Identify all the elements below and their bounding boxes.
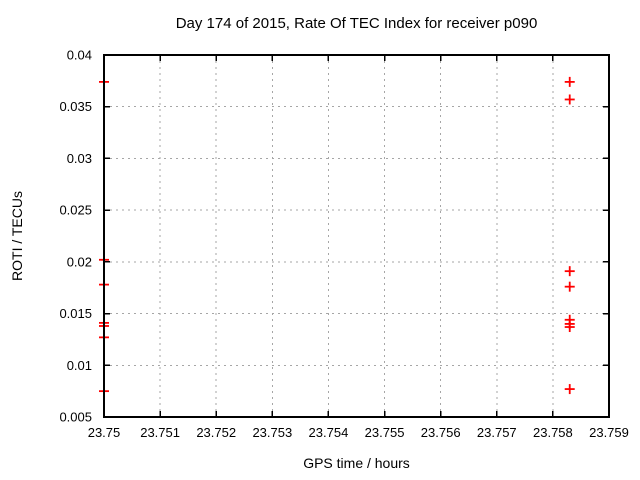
data-point-marker xyxy=(564,322,575,333)
y-tick-label: 0.015 xyxy=(59,306,92,321)
y-tick-label: 0.025 xyxy=(59,203,92,218)
axes-and-ticks xyxy=(103,54,610,418)
data-point-marker xyxy=(564,281,575,292)
x-tick-label: 23.75 xyxy=(88,425,121,440)
data-point-marker xyxy=(564,266,575,277)
y-tick-label: 0.035 xyxy=(59,99,92,114)
data-point-marker xyxy=(564,76,575,87)
y-tick-label: 0.04 xyxy=(67,48,92,63)
data-points xyxy=(99,76,575,397)
data-point-marker xyxy=(564,384,575,395)
x-tick-label: 23.751 xyxy=(140,425,180,440)
y-tick-label: 0.01 xyxy=(67,358,92,373)
plot-border xyxy=(103,54,610,418)
y-tick-label: 0.005 xyxy=(59,410,92,425)
x-tick-label: 23.758 xyxy=(533,425,573,440)
x-tick-label: 23.754 xyxy=(309,425,349,440)
x-tick-label: 23.759 xyxy=(589,425,629,440)
chart-title: Day 174 of 2015, Rate Of TEC Index for r… xyxy=(175,15,538,32)
x-tick-label: 23.756 xyxy=(421,425,461,440)
data-point-marker xyxy=(564,94,575,105)
x-tick-label: 23.753 xyxy=(252,425,292,440)
y-tick-label: 0.03 xyxy=(67,151,92,166)
x-tick-label: 23.755 xyxy=(365,425,405,440)
y-tick-label: 0.02 xyxy=(67,254,92,269)
x-tick-label: 23.757 xyxy=(477,425,517,440)
x-tick-label: 23.752 xyxy=(196,425,236,440)
x-axis-label: GPS time / hours xyxy=(303,455,410,471)
tick-labels: 23.75 23.751 23.752 23.753 23.754 23.755 23.75… xyxy=(59,48,628,441)
y-axis-label: ROTI / TECUs xyxy=(9,191,25,281)
grid-lines xyxy=(104,55,609,417)
